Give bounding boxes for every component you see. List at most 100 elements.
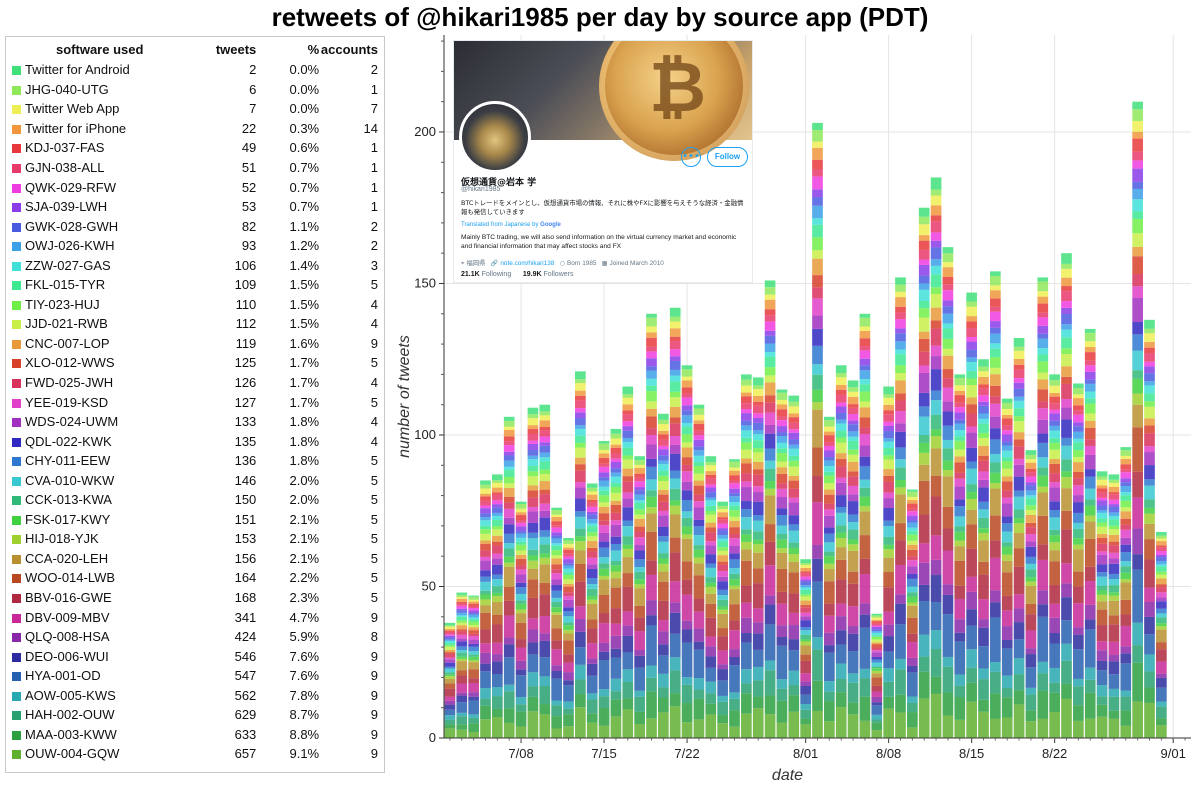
- bar-segment: [942, 306, 954, 314]
- bar-segment: [895, 354, 906, 366]
- bar-segment: [990, 671, 1001, 694]
- bar-segment: [1120, 599, 1132, 615]
- bar-segment: [575, 516, 586, 529]
- bar-segment: [634, 690, 645, 697]
- bar-segment: [610, 657, 622, 679]
- bar-segment: [575, 379, 586, 384]
- bar-segment: [1084, 566, 1096, 582]
- bar-segment: [610, 512, 622, 521]
- bar-segment: [515, 508, 527, 513]
- color-swatch: [12, 379, 21, 389]
- bar-segment: [942, 715, 954, 738]
- tweets-cell: 127: [234, 394, 257, 410]
- accounts-cell: 2: [370, 238, 378, 254]
- bar-segment: [764, 595, 776, 605]
- bar-segment: [942, 528, 954, 551]
- bar-segment: [835, 437, 847, 443]
- bar-segment: [456, 661, 468, 671]
- follow-button[interactable]: Follow: [707, 147, 748, 167]
- bar-segment: [527, 597, 539, 619]
- bar-segment: [575, 528, 586, 537]
- bar-segment: [990, 321, 1001, 328]
- bar-segment: [563, 680, 574, 686]
- bar-segment: [800, 587, 811, 590]
- bar-segment: [681, 490, 693, 500]
- bar-segment: [551, 517, 562, 522]
- bar-segment: [503, 587, 515, 601]
- bar-day-14: [586, 483, 598, 738]
- bar-segment: [1108, 512, 1120, 516]
- followers-label[interactable]: Followers: [543, 271, 574, 278]
- bar-segment: [658, 470, 669, 476]
- bar-segment: [741, 693, 752, 714]
- bar-segment: [800, 685, 811, 695]
- bar-segment: [444, 704, 456, 710]
- bar-segment: [1025, 687, 1037, 695]
- bar-segment: [741, 379, 752, 386]
- bar-segment: [752, 434, 764, 441]
- bar-segment: [883, 636, 894, 652]
- bar-segment: [741, 481, 752, 488]
- bar-segment: [551, 525, 562, 528]
- bar-segment: [598, 453, 610, 458]
- bar-segment: [788, 530, 800, 543]
- bar-segment: [480, 612, 491, 630]
- bar-segment: [693, 719, 705, 738]
- bar-segment: [1049, 438, 1060, 443]
- bar-segment: [776, 568, 788, 592]
- bar-segment: [1049, 449, 1060, 460]
- bar-segment: [729, 559, 740, 569]
- following-label[interactable]: Following: [481, 271, 512, 278]
- bar-segment: [634, 650, 645, 656]
- bar-segment: [764, 294, 776, 300]
- bar-segment: [681, 517, 693, 527]
- bar-segment: [646, 718, 657, 738]
- bar-segment: [646, 346, 657, 352]
- profile-link[interactable]: note.com/hikari138: [500, 260, 555, 267]
- bar-segment: [1013, 490, 1025, 497]
- bar-segment: [1073, 431, 1084, 439]
- bar-segment: [1001, 476, 1013, 482]
- bar-segment: [978, 619, 989, 628]
- bar-segment: [978, 388, 989, 396]
- bar-segment: [468, 682, 479, 693]
- bar-segment: [1037, 354, 1049, 362]
- bar-segment: [871, 636, 883, 640]
- bar-segment: [966, 404, 977, 414]
- bar-segment: [1025, 514, 1037, 523]
- bar-segment: [930, 429, 942, 437]
- bar-segment: [1013, 446, 1025, 459]
- bar-segment: [658, 510, 669, 516]
- bar-segment: [551, 550, 562, 556]
- bar-segment: [824, 527, 835, 534]
- bar-segment: [492, 661, 503, 675]
- bar-segment: [871, 623, 883, 626]
- accounts-cell: 4: [370, 316, 378, 332]
- tweets-cell: 119: [235, 335, 257, 351]
- bar-segment: [575, 418, 586, 426]
- bar-segment: [776, 426, 788, 433]
- bar-segment: [1013, 594, 1025, 609]
- bar-segment: [634, 464, 645, 468]
- bar-segment: [930, 496, 942, 536]
- bar-segment: [575, 541, 586, 551]
- bar-segment: [1061, 510, 1072, 530]
- bar-segment: [693, 535, 705, 546]
- more-options-button[interactable]: •••: [681, 147, 701, 167]
- bar-segment: [954, 632, 966, 642]
- bar-segment: [859, 326, 871, 332]
- bar-segment: [492, 654, 503, 662]
- bar-segment: [1061, 329, 1072, 338]
- bar-segment: [930, 400, 942, 415]
- bar-segment: [990, 453, 1001, 463]
- bar-segment: [1037, 296, 1049, 304]
- bar-segment: [1156, 545, 1167, 548]
- bar-segment: [883, 526, 894, 537]
- bar-segment: [812, 287, 823, 299]
- bar-segment: [883, 410, 894, 415]
- bar-segment: [954, 531, 966, 541]
- bar-segment: [575, 498, 586, 512]
- bar-segment: [1132, 569, 1143, 623]
- bar-segment: [895, 603, 906, 625]
- software-name-cell: CVA-010-WKW: [6, 470, 193, 490]
